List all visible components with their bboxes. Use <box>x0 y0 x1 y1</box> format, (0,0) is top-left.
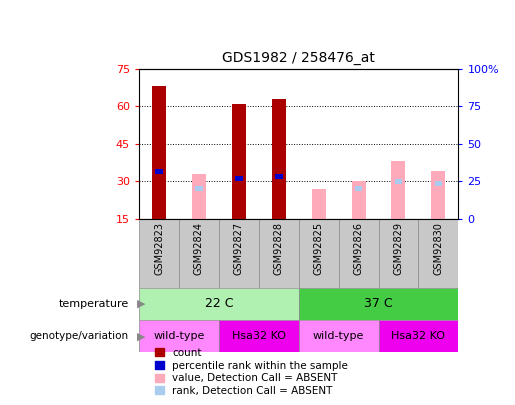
Text: 37 C: 37 C <box>364 297 393 310</box>
Bar <box>275 174 283 179</box>
Text: genotype/variation: genotype/variation <box>30 331 129 341</box>
Bar <box>352 181 366 219</box>
Bar <box>299 288 458 320</box>
Bar <box>195 186 203 191</box>
Bar <box>299 219 339 288</box>
Bar <box>259 219 299 288</box>
Text: GSM92826: GSM92826 <box>354 222 364 275</box>
Bar <box>432 171 445 219</box>
Text: 22 C: 22 C <box>204 297 233 310</box>
Bar <box>235 176 243 181</box>
Text: temperature: temperature <box>59 299 129 309</box>
Bar <box>379 219 419 288</box>
Bar <box>232 104 246 219</box>
Text: ▶: ▶ <box>136 299 145 309</box>
Bar <box>219 320 299 352</box>
Text: GSM92824: GSM92824 <box>194 222 204 275</box>
Title: GDS1982 / 258476_at: GDS1982 / 258476_at <box>222 51 375 65</box>
Bar <box>179 219 219 288</box>
Bar <box>152 86 166 219</box>
Bar <box>139 288 299 320</box>
Legend: count, percentile rank within the sample, value, Detection Call = ABSENT, rank, : count, percentile rank within the sample… <box>154 348 348 396</box>
Text: GSM92825: GSM92825 <box>314 222 323 275</box>
Text: Hsa32 KO: Hsa32 KO <box>391 331 445 341</box>
Bar <box>355 186 363 191</box>
Text: GSM92830: GSM92830 <box>434 222 443 275</box>
Bar <box>339 219 379 288</box>
Text: wild-type: wild-type <box>313 331 364 341</box>
Text: GSM92827: GSM92827 <box>234 222 244 275</box>
Bar <box>312 189 325 219</box>
Bar <box>379 320 458 352</box>
Text: wild-type: wild-type <box>153 331 204 341</box>
Bar <box>139 320 219 352</box>
Bar <box>192 174 206 219</box>
Text: GSM92823: GSM92823 <box>154 222 164 275</box>
Bar <box>299 320 379 352</box>
Bar <box>139 219 179 288</box>
Text: Hsa32 KO: Hsa32 KO <box>232 331 286 341</box>
Bar <box>419 219 458 288</box>
Bar <box>391 161 405 219</box>
Bar <box>435 181 442 186</box>
Text: ▶: ▶ <box>136 331 145 341</box>
Bar <box>272 99 286 219</box>
Bar <box>155 169 163 174</box>
Text: GSM92828: GSM92828 <box>274 222 284 275</box>
Bar <box>394 179 402 184</box>
Bar <box>219 219 259 288</box>
Text: GSM92829: GSM92829 <box>393 222 403 275</box>
